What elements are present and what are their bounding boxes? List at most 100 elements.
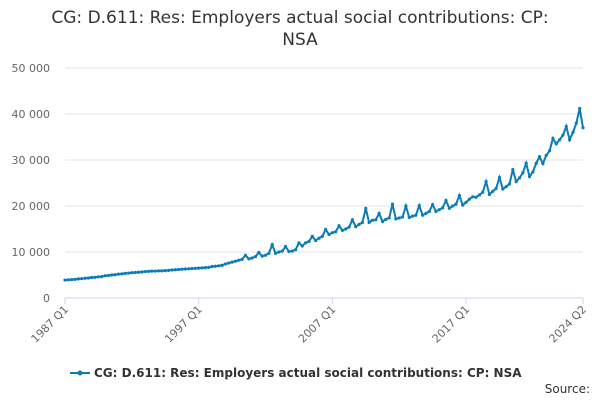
data-point[interactable] — [404, 204, 408, 208]
data-point[interactable] — [143, 269, 147, 274]
data-point[interactable] — [233, 259, 238, 263]
data-point[interactable] — [571, 130, 575, 134]
data-point[interactable] — [260, 254, 264, 258]
data-point[interactable] — [140, 270, 144, 274]
data-point[interactable] — [561, 133, 565, 137]
data-point[interactable] — [501, 187, 505, 191]
data-point[interactable] — [467, 197, 471, 201]
data-point[interactable] — [160, 269, 164, 273]
data-point[interactable] — [551, 136, 555, 140]
data-point[interactable] — [437, 208, 441, 212]
data-point[interactable] — [564, 124, 568, 129]
data-point[interactable] — [307, 239, 311, 244]
data-point[interactable] — [217, 264, 221, 268]
data-point[interactable] — [267, 251, 271, 255]
data-point[interactable] — [150, 269, 154, 273]
data-point[interactable] — [170, 268, 174, 272]
data-point[interactable] — [521, 171, 525, 175]
data-point[interactable] — [280, 249, 284, 253]
data-point[interactable] — [263, 253, 268, 257]
data-point[interactable] — [558, 138, 562, 142]
data-point[interactable] — [344, 227, 348, 231]
data-point[interactable] — [73, 277, 77, 281]
data-point[interactable] — [210, 264, 214, 269]
data-point[interactable] — [120, 272, 124, 276]
data-point[interactable] — [357, 222, 361, 226]
data-point[interactable] — [537, 155, 542, 159]
data-point[interactable] — [103, 274, 107, 278]
data-point[interactable] — [300, 244, 304, 248]
data-point[interactable] — [317, 236, 321, 240]
data-point[interactable] — [180, 267, 184, 271]
data-point[interactable] — [257, 250, 261, 255]
data-point[interactable] — [514, 180, 518, 184]
data-point[interactable] — [364, 206, 368, 210]
data-point[interactable] — [146, 269, 151, 273]
data-point[interactable] — [106, 273, 111, 278]
data-point[interactable] — [320, 234, 324, 238]
data-point[interactable] — [243, 253, 248, 257]
data-point[interactable] — [451, 204, 455, 208]
data-point[interactable] — [407, 215, 411, 220]
data-point[interactable] — [481, 190, 485, 194]
data-point[interactable] — [227, 261, 231, 265]
data-point[interactable] — [367, 220, 371, 225]
data-point[interactable] — [293, 248, 298, 252]
data-point[interactable] — [247, 257, 251, 261]
data-point[interactable] — [237, 258, 241, 262]
data-point[interactable] — [230, 260, 234, 264]
data-point[interactable] — [126, 271, 131, 275]
data-point[interactable] — [531, 170, 535, 174]
data-point[interactable] — [454, 202, 458, 206]
data-point[interactable] — [96, 275, 101, 279]
data-point[interactable] — [220, 263, 224, 267]
data-point[interactable] — [287, 249, 291, 254]
data-point[interactable] — [334, 230, 338, 234]
data-point[interactable] — [457, 193, 461, 198]
data-point[interactable] — [524, 161, 528, 165]
data-point[interactable] — [223, 262, 228, 266]
data-point[interactable] — [394, 217, 398, 221]
data-point[interactable] — [487, 192, 492, 197]
data-point[interactable] — [290, 249, 294, 253]
series-line[interactable] — [63, 106, 585, 282]
data-point[interactable] — [387, 216, 391, 220]
data-point[interactable] — [100, 275, 104, 279]
data-point[interactable] — [347, 225, 351, 229]
series-path[interactable] — [64, 108, 584, 282]
data-point[interactable] — [70, 278, 74, 282]
data-point[interactable] — [511, 168, 515, 172]
data-point[interactable] — [390, 202, 395, 206]
data-point[interactable] — [183, 267, 187, 271]
data-point[interactable] — [203, 266, 207, 270]
data-point[interactable] — [380, 220, 385, 224]
data-point[interactable] — [350, 218, 355, 222]
data-point[interactable] — [534, 161, 538, 165]
data-point[interactable] — [200, 266, 204, 270]
data-point[interactable] — [156, 269, 161, 273]
data-point[interactable] — [337, 224, 341, 228]
data-point[interactable] — [414, 213, 418, 217]
data-point[interactable] — [197, 266, 201, 270]
data-point[interactable] — [544, 153, 548, 157]
data-point[interactable] — [384, 217, 388, 221]
data-point[interactable] — [581, 126, 585, 130]
data-point[interactable] — [277, 250, 281, 254]
data-point[interactable] — [250, 256, 254, 260]
data-point[interactable] — [444, 198, 448, 203]
data-point[interactable] — [310, 234, 314, 238]
data-point[interactable] — [541, 162, 545, 166]
data-point[interactable] — [507, 182, 512, 186]
data-point[interactable] — [397, 216, 401, 220]
data-point[interactable] — [163, 269, 167, 273]
data-point[interactable] — [113, 273, 117, 277]
data-point[interactable] — [424, 211, 428, 215]
data-point[interactable] — [517, 176, 522, 180]
data-point[interactable] — [324, 227, 328, 232]
data-point[interactable] — [136, 270, 141, 274]
data-point[interactable] — [273, 251, 278, 255]
data-point[interactable] — [253, 255, 258, 259]
data-point[interactable] — [497, 175, 502, 180]
data-point[interactable] — [360, 220, 365, 225]
data-point[interactable] — [123, 271, 127, 275]
